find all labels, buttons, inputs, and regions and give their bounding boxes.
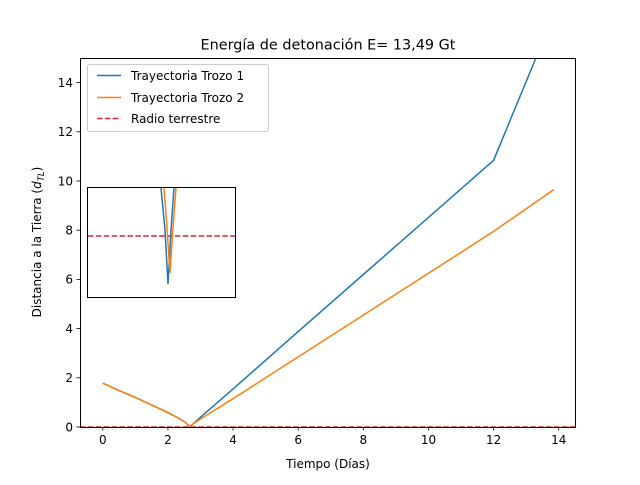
y-axis-label-text: Distancia a la Tierra ( [30,189,44,317]
y-axis-label: Distancia a la Tierra (dTL) [30,167,47,318]
axes-frame [80,58,576,428]
x-tick-label-1: 2 [164,433,172,447]
y-axis-label-close: ) [30,167,44,172]
x-tick-label-4: 8 [360,433,368,447]
x-tick-label-7: 14 [551,433,566,447]
y-tick-label-2: 4 [65,322,73,336]
x-tick-label-5: 10 [421,433,436,447]
legend-label-trozo-1: Trayectoria Trozo 1 [130,69,244,83]
x-axis-label: Tiempo (Días) [285,457,370,471]
inset-axes [87,187,236,298]
inset-trajectory-trozo-2 [163,187,177,274]
x-tick-label-6: 12 [486,433,501,447]
x-tick-label-2: 4 [229,433,237,447]
y-tick-label-3: 6 [65,273,73,287]
legend: Trayectoria Trozo 1 Trayectoria Trozo 2 … [87,64,269,132]
inset-frame [87,187,236,298]
y-tick-label-4: 8 [65,224,73,238]
y-tick-label-6: 12 [58,125,73,139]
legend-label-trozo-2: Trayectoria Trozo 2 [130,91,244,105]
y-tick-label-0: 0 [65,420,73,434]
x-tick-label-3: 6 [294,433,302,447]
inset-background [87,187,236,298]
y-tick-label-7: 14 [58,76,73,90]
y-tick-label-1: 2 [65,371,73,385]
x-tick-label-0: 0 [99,433,107,447]
legend-box [87,64,269,132]
y-axis-label-symbol: d [30,181,44,189]
axis-ticks: 0 2 4 6 8 10 12 14 0 2 4 6 8 10 12 14 [58,76,567,447]
chart-title: Energía de detonación E= 13,49 Gt [201,38,456,54]
y-tick-label-5: 10 [58,174,73,188]
series-line-1 [102,188,555,428]
y-axis-label-subscript: TL [37,171,47,181]
inset-trajectory-trozo-1 [160,187,175,285]
legend-label-radio-terrestre: Radio terrestre [131,112,220,126]
